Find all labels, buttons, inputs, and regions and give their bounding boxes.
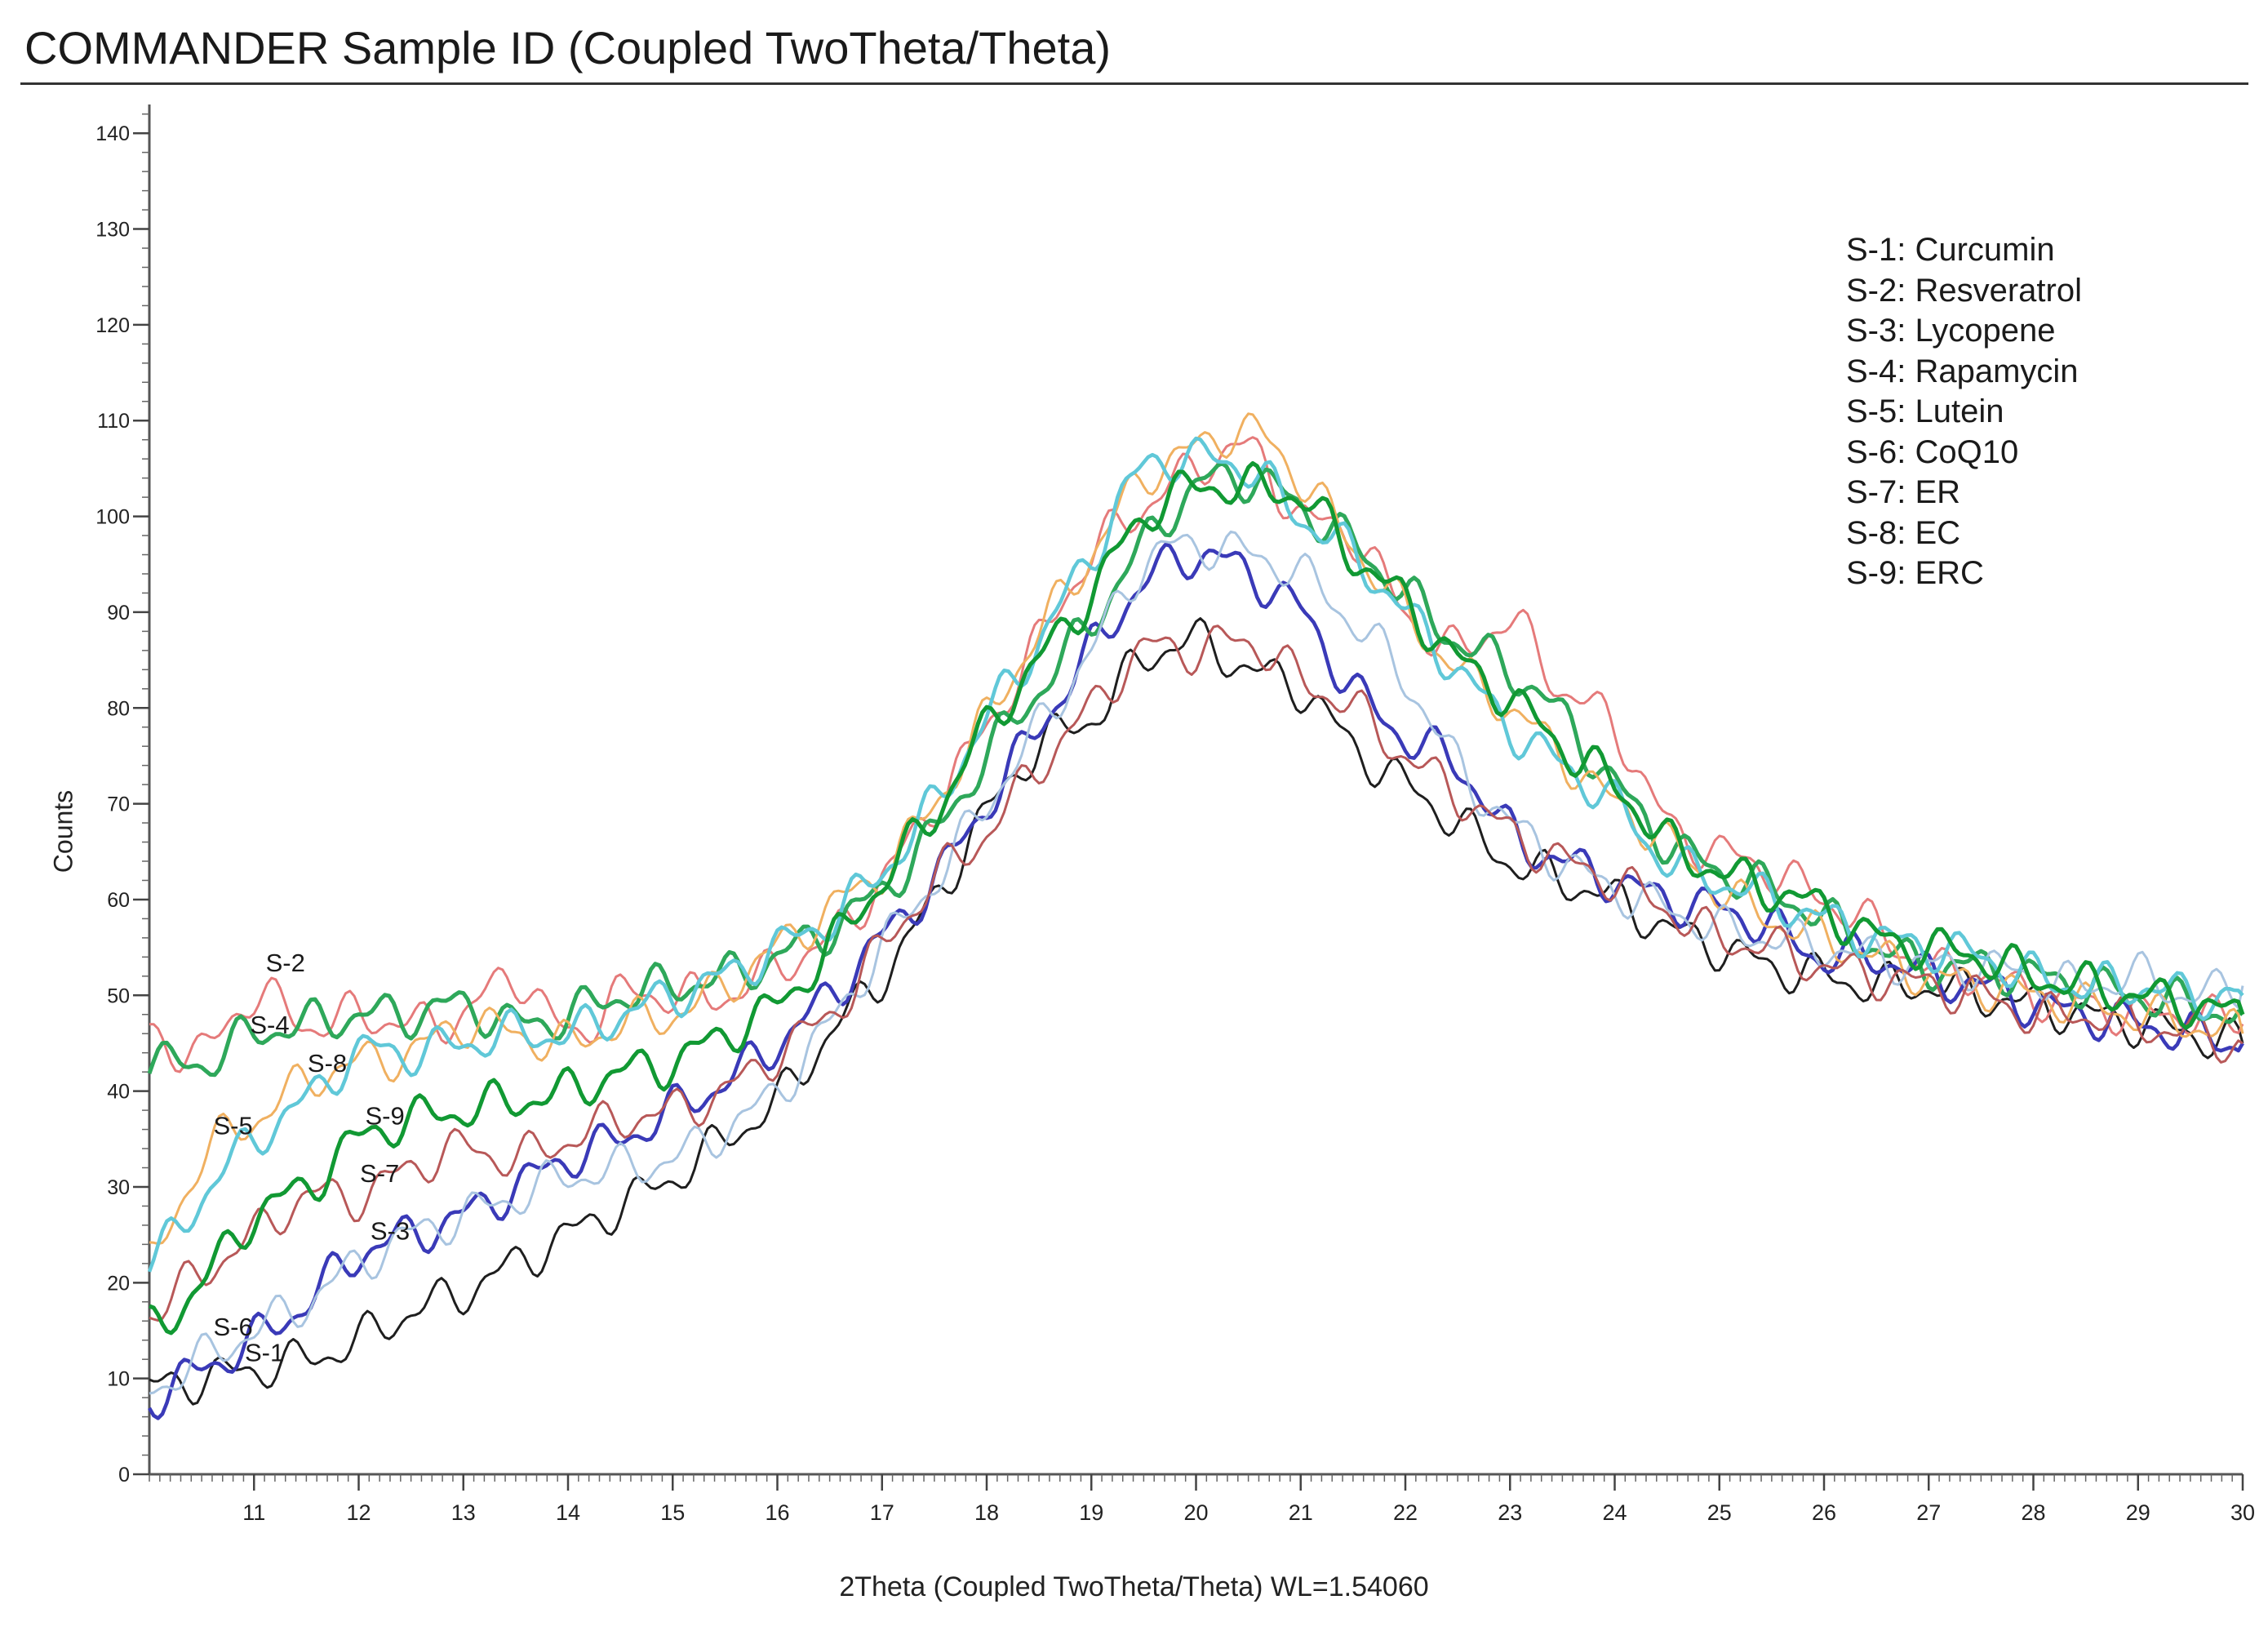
axes-layer: 11 12 13 14 15 16 17 18 19 20 21 22 23 24 25 26 27 28 29 30… bbox=[95, 104, 2255, 1525]
series-layer bbox=[147, 412, 2245, 1420]
x-tick-label: 16 bbox=[765, 1500, 789, 1525]
x-tick-label: 21 bbox=[1289, 1500, 1313, 1525]
series-annotation: S-5 bbox=[213, 1111, 252, 1140]
x-tick-label: 23 bbox=[1498, 1500, 1522, 1525]
title-divider bbox=[20, 82, 2248, 85]
y-tick-label: 130 bbox=[95, 219, 130, 242]
x-tick-label: 11 bbox=[242, 1500, 265, 1525]
series-line-s-2 bbox=[149, 436, 2244, 1073]
x-tick-label: 18 bbox=[974, 1500, 999, 1525]
legend-entry: S-2: Resveratrol bbox=[1846, 272, 2082, 309]
legend: S-1: Curcumin S-2: Resveratrol S-3: Lycope… bbox=[1846, 230, 2082, 594]
y-tick-label: 70 bbox=[107, 793, 130, 816]
x-tick-label: 27 bbox=[1916, 1500, 1941, 1525]
y-tick-label: 120 bbox=[95, 314, 130, 337]
x-tick-label: 12 bbox=[346, 1500, 371, 1525]
legend-entry: S-4: Rapamycin bbox=[1846, 353, 2079, 389]
series-line-s-6 bbox=[149, 530, 2244, 1395]
series-annotation: S-9 bbox=[365, 1102, 404, 1131]
legend-entry: S-9: ERC bbox=[1846, 555, 1984, 591]
x-tick-label: 17 bbox=[870, 1500, 894, 1525]
x-tick-label: 14 bbox=[556, 1500, 580, 1525]
series-annotation: S-2 bbox=[266, 949, 305, 977]
y-tick-label: 100 bbox=[95, 506, 130, 529]
annotation-layer: S-2 S-4 S-8 S-5 S-9 S-7 S-3 S-6S-1 bbox=[213, 949, 410, 1367]
series-line-s-3 bbox=[148, 542, 2244, 1420]
y-tick-label: 20 bbox=[107, 1272, 130, 1295]
y-tick-label: 10 bbox=[107, 1368, 130, 1391]
y-tick-label: 140 bbox=[95, 122, 130, 145]
series-annotation: S-4 bbox=[250, 1011, 289, 1039]
series-annotation: S-1 bbox=[245, 1339, 284, 1367]
y-tick-label: 60 bbox=[107, 889, 130, 912]
x-tick-label: 15 bbox=[660, 1500, 685, 1525]
y-tick-label: 80 bbox=[107, 697, 130, 720]
series-annotation: S-8 bbox=[308, 1049, 347, 1078]
y-tick-label: 90 bbox=[107, 602, 130, 624]
x-tick-label: 22 bbox=[1393, 1500, 1418, 1525]
series-annotation: S-6 bbox=[213, 1313, 252, 1341]
legend-entry: S-7: ER bbox=[1846, 474, 1961, 510]
x-tick-label: 25 bbox=[1707, 1500, 1732, 1525]
chart-title: COMMANDER Sample ID (Coupled TwoTheta/Th… bbox=[24, 22, 1111, 73]
x-tick-label: 28 bbox=[2021, 1500, 2045, 1525]
series-line-s-7 bbox=[149, 624, 2244, 1322]
legend-entry: S-5: Lutein bbox=[1846, 393, 2004, 429]
y-tick-label: 50 bbox=[107, 984, 130, 1007]
y-tick-label: 110 bbox=[97, 410, 130, 433]
legend-entry: S-8: EC bbox=[1846, 514, 1961, 551]
legend-entry: S-1: Curcumin bbox=[1846, 232, 2055, 268]
x-tick-label: 13 bbox=[451, 1500, 476, 1525]
x-tick-label: 24 bbox=[1602, 1500, 1627, 1525]
series-annotation: S-7 bbox=[360, 1159, 399, 1188]
y-tick-label: 0 bbox=[118, 1464, 130, 1487]
series-annotation: S-3 bbox=[371, 1217, 410, 1246]
x-tick-label: 26 bbox=[1812, 1500, 1836, 1525]
series-line-s-9 bbox=[149, 461, 2245, 1335]
x-tick-label: 30 bbox=[2230, 1500, 2255, 1525]
legend-entry: S-6: CoQ10 bbox=[1846, 433, 2019, 470]
y-axis-label: Counts bbox=[48, 789, 78, 873]
x-tick-label: 29 bbox=[2126, 1500, 2150, 1525]
x-axis-label: 2Theta (Coupled TwoTheta/Theta) WL=1.540… bbox=[839, 1571, 1429, 1602]
y-tick-label: 40 bbox=[107, 1081, 130, 1104]
legend-entry: S-3: Lycopene bbox=[1846, 313, 2056, 349]
x-tick-label: 19 bbox=[1079, 1500, 1103, 1525]
y-tick-label: 30 bbox=[107, 1176, 130, 1199]
x-tick-label: 20 bbox=[1183, 1500, 1208, 1525]
